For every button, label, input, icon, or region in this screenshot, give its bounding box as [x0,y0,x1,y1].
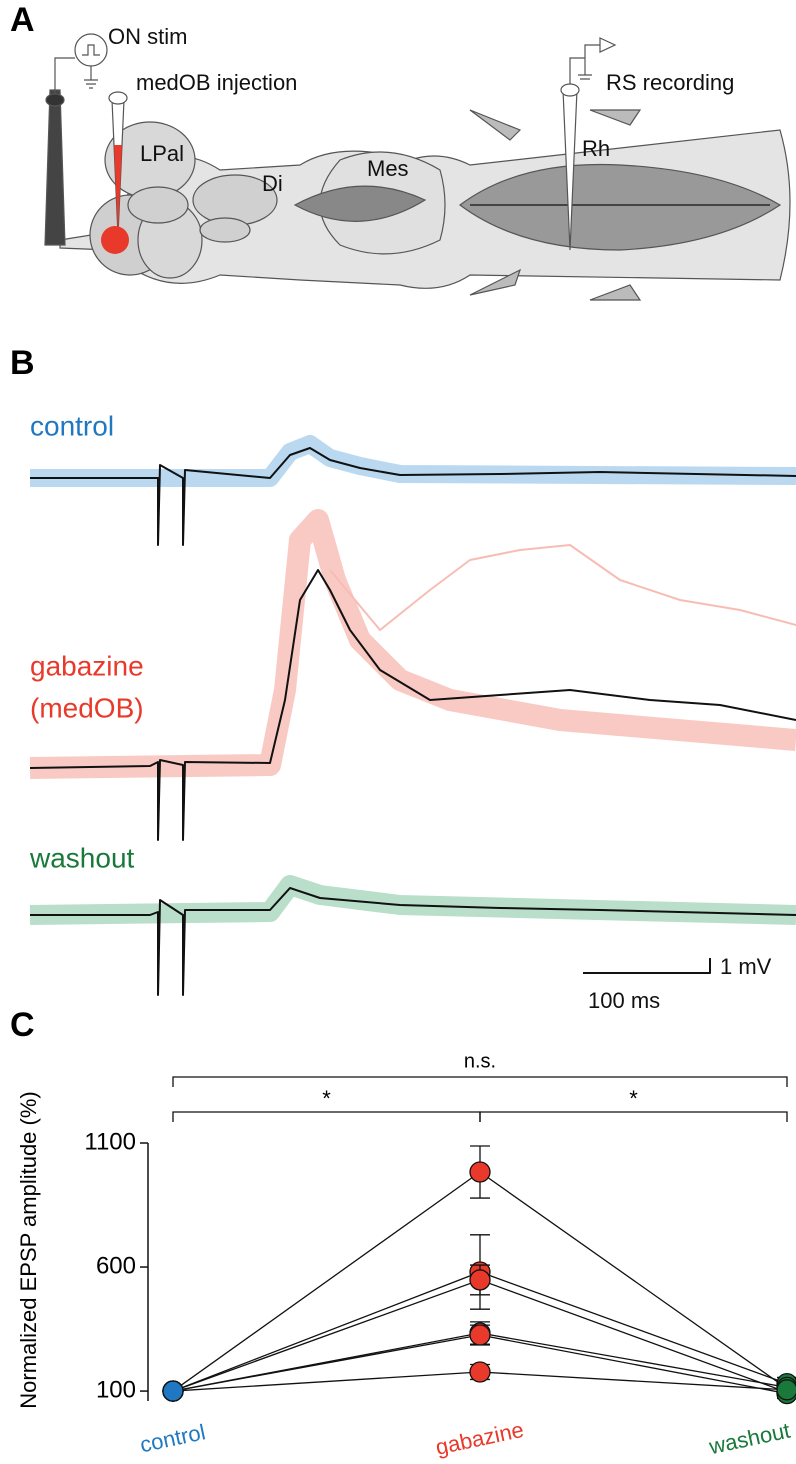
traces [29,435,796,996]
wire [569,37,617,84]
condition-label: gabazine [30,650,144,681]
stimulator [74,33,108,67]
stim-electrode [44,89,66,246]
plot: 100 600 1100 n.s. * * control gabazine washout [84,1050,796,1460]
pulse-icon [82,44,100,56]
condition-label: (medOB) [30,692,144,723]
diagram-label: RS recording [606,70,734,95]
point [469,1324,491,1346]
x-tick-label: control [138,1419,208,1457]
point [469,1269,491,1291]
condition-label: washout [29,842,135,873]
condition-label: control [30,410,114,441]
wire [54,57,98,94]
x-tick-label: washout [706,1418,792,1460]
mean-trace [29,569,796,841]
trial-trace [329,544,796,631]
injection-site [101,226,129,254]
trial-traces [29,509,796,779]
bracket [479,1111,788,1122]
mean-trace [30,887,796,996]
annotation: n.s. [464,1050,496,1072]
brain-diagram [44,33,791,301]
panel-label: B [10,344,35,382]
annotation: * [629,1086,638,1111]
point [162,1380,184,1402]
bracket [172,1076,788,1087]
scale-bar [583,958,711,974]
panel-label: A [10,1,35,39]
tectum [293,185,427,222]
y-tick-label: 1100 [84,1128,136,1155]
point [776,1379,796,1401]
recording-electrode [560,83,580,97]
mean-trace [30,447,796,546]
region-label: LPal [140,141,184,166]
di [199,217,251,243]
y-axis-label: Normalized EPSP amplitude (%) [16,1091,41,1409]
point [469,1361,491,1383]
y-tick-label: 100 [96,1376,136,1403]
nerve [469,109,642,301]
region-label: Mes [367,156,409,181]
pipette [108,91,128,105]
gabazine-fill [114,145,122,235]
y-tick-label: 600 [96,1252,136,1279]
trial-traces [29,875,796,925]
diagram-label: medOB injection [136,70,297,95]
scale-label: 1 mV [720,954,772,979]
region-label: Di [262,171,283,196]
stim-electrode [45,93,65,107]
panel-label: C [10,1006,35,1044]
rh [458,163,782,251]
x-tick-label: gabazine [433,1417,526,1460]
annotation: * [322,1086,331,1111]
bracket [172,1111,481,1122]
region-label: Rh [582,136,610,161]
point [469,1161,491,1183]
diagram-label: ON stim [108,24,187,49]
scale-label: 100 ms [588,988,660,1013]
telencephalon [127,186,189,224]
